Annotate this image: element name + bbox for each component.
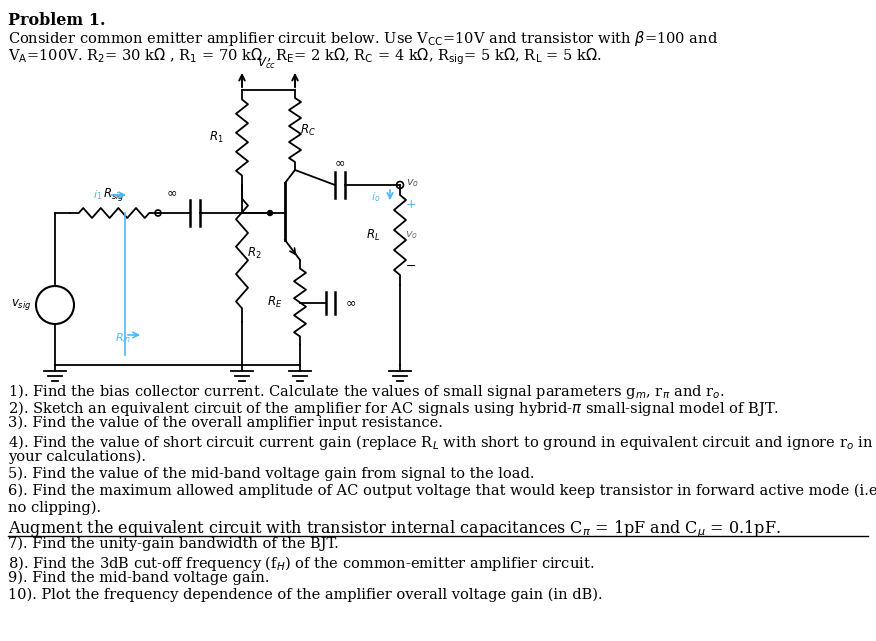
- Text: no clipping).: no clipping).: [8, 501, 101, 515]
- Text: 5). Find the value of the mid-band voltage gain from signal to the load.: 5). Find the value of the mid-band volta…: [8, 467, 534, 481]
- Text: 4). Find the value of short circuit current gain (replace R$_L$ with short to gr: 4). Find the value of short circuit curr…: [8, 433, 873, 452]
- Text: $-$: $-$: [405, 258, 416, 272]
- Text: $R_{sig}$: $R_{sig}$: [103, 186, 124, 203]
- Text: $v_o$: $v_o$: [406, 177, 419, 189]
- Text: $V_{cc}$: $V_{cc}$: [257, 56, 276, 71]
- Text: $\infty$: $\infty$: [335, 156, 345, 169]
- Text: $v_{sig}$: $v_{sig}$: [11, 297, 31, 313]
- Text: 1). Find the bias collector current. Calculate the values of small signal parame: 1). Find the bias collector current. Cal…: [8, 382, 724, 401]
- Text: 6). Find the maximum allowed amplitude of AC output voltage that would keep tran: 6). Find the maximum allowed amplitude o…: [8, 484, 876, 499]
- Text: Augment the equivalent circuit with transistor internal capacitances C$_\pi$ = 1: Augment the equivalent circuit with tran…: [8, 518, 781, 540]
- Text: 2). Sketch an equivalent circuit of the amplifier for AC signals using hybrid-$\: 2). Sketch an equivalent circuit of the …: [8, 399, 779, 418]
- Text: $i_1$: $i_1$: [93, 188, 102, 202]
- Text: $v_o$: $v_o$: [405, 229, 418, 241]
- Text: $R_E$: $R_E$: [266, 295, 282, 310]
- Text: 7). Find the unity-gain bandwidth of the BJT.: 7). Find the unity-gain bandwidth of the…: [8, 537, 339, 551]
- Text: $R_C$: $R_C$: [300, 122, 316, 138]
- Circle shape: [267, 210, 272, 215]
- Text: $\infty$: $\infty$: [345, 296, 357, 309]
- Text: $i_o$: $i_o$: [371, 190, 380, 204]
- Text: $+$: $+$: [405, 199, 416, 212]
- Text: 9). Find the mid-band voltage gain.: 9). Find the mid-band voltage gain.: [8, 571, 270, 585]
- Text: 3). Find the value of the overall amplifier input resistance.: 3). Find the value of the overall amplif…: [8, 416, 443, 430]
- Text: your calculations).: your calculations).: [8, 450, 146, 464]
- Text: $R_{in}$: $R_{in}$: [115, 331, 131, 345]
- Text: 10). Plot the frequency dependence of the amplifier overall voltage gain (in dB): 10). Plot the frequency dependence of th…: [8, 588, 603, 603]
- Text: 8). Find the 3dB cut-off frequency (f$_H$) of the common-emitter amplifier circu: 8). Find the 3dB cut-off frequency (f$_H…: [8, 554, 594, 573]
- Text: Problem 1.: Problem 1.: [8, 12, 105, 29]
- Text: $\infty$: $\infty$: [166, 186, 177, 199]
- Text: $R_1$: $R_1$: [209, 130, 224, 145]
- Text: Consider common emitter amplifier circuit below. Use V$_{\rm CC}$=10V and transi: Consider common emitter amplifier circui…: [8, 29, 718, 48]
- Text: V$_{\rm A}$=100V. R$_2$= 30 k$\Omega$ , R$_1$ = 70 k$\Omega$ , R$_{\rm E}$= 2 k$: V$_{\rm A}$=100V. R$_2$= 30 k$\Omega$ , …: [8, 46, 602, 67]
- Text: $R_L$: $R_L$: [365, 228, 380, 242]
- Text: $R_2$: $R_2$: [247, 246, 262, 261]
